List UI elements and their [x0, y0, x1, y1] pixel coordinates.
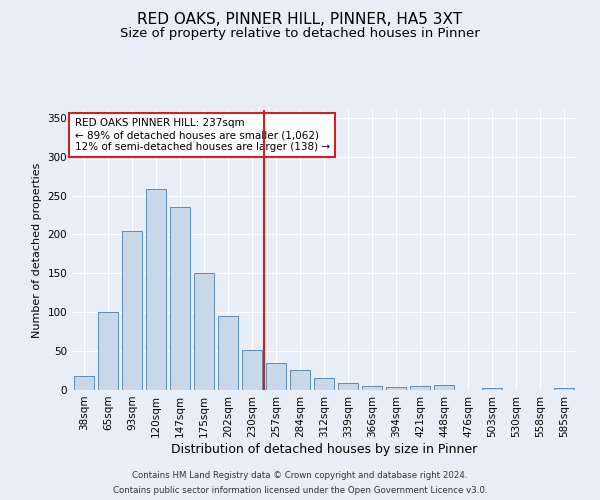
- Text: Distribution of detached houses by size in Pinner: Distribution of detached houses by size …: [171, 442, 477, 456]
- Bar: [218, 316, 238, 390]
- Bar: [434, 386, 454, 390]
- Bar: [290, 370, 310, 390]
- Text: RED OAKS, PINNER HILL, PINNER, HA5 3XT: RED OAKS, PINNER HILL, PINNER, HA5 3XT: [137, 12, 463, 28]
- Bar: [410, 386, 430, 390]
- Y-axis label: Number of detached properties: Number of detached properties: [32, 162, 42, 338]
- Text: Contains HM Land Registry data © Crown copyright and database right 2024.: Contains HM Land Registry data © Crown c…: [132, 471, 468, 480]
- Bar: [170, 207, 190, 390]
- Bar: [386, 387, 406, 390]
- Bar: [314, 378, 334, 390]
- Bar: [122, 230, 142, 390]
- Bar: [362, 386, 382, 390]
- Bar: [98, 312, 118, 390]
- Bar: [266, 363, 286, 390]
- Bar: [74, 376, 94, 390]
- Bar: [338, 383, 358, 390]
- Text: Contains public sector information licensed under the Open Government Licence v3: Contains public sector information licen…: [113, 486, 487, 495]
- Text: Size of property relative to detached houses in Pinner: Size of property relative to detached ho…: [120, 28, 480, 40]
- Bar: [554, 388, 574, 390]
- Bar: [146, 190, 166, 390]
- Bar: [482, 388, 502, 390]
- Bar: [194, 274, 214, 390]
- Bar: [242, 350, 262, 390]
- Text: RED OAKS PINNER HILL: 237sqm
← 89% of detached houses are smaller (1,062)
12% of: RED OAKS PINNER HILL: 237sqm ← 89% of de…: [74, 118, 329, 152]
